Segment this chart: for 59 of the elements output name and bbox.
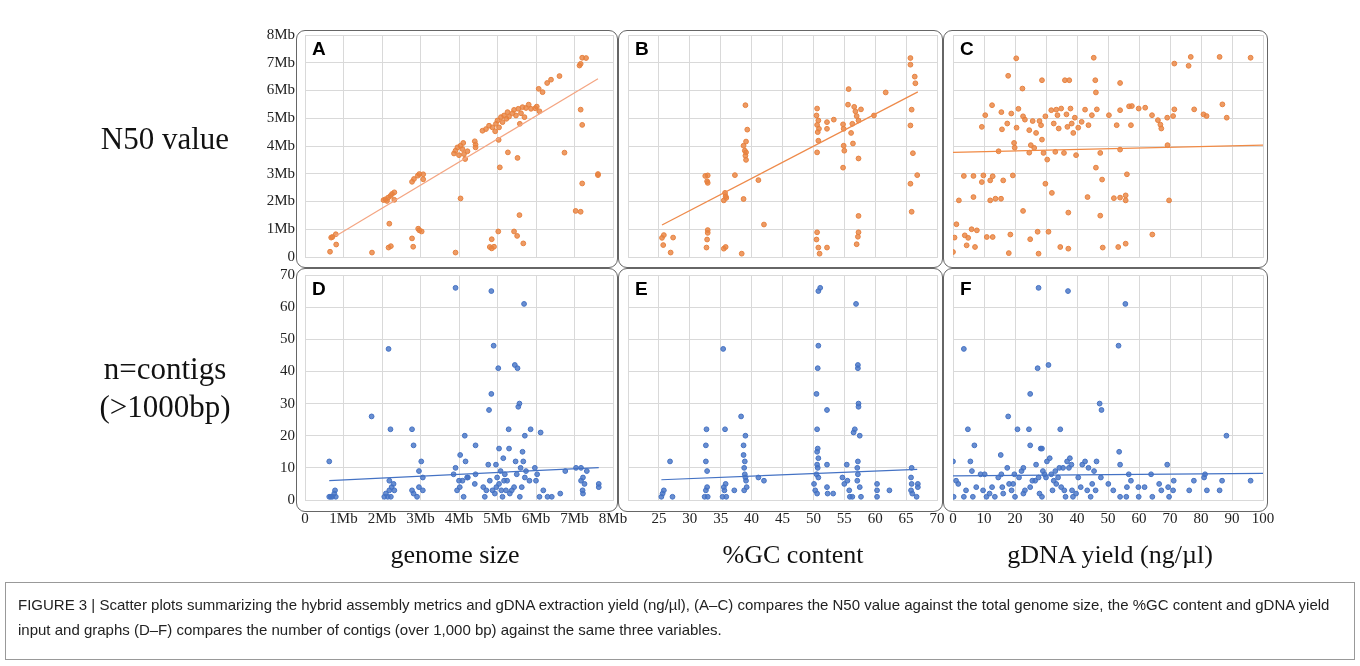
x-tick-label: 7Mb bbox=[560, 509, 589, 526]
y-tick-label: 7Mb bbox=[266, 53, 295, 70]
chart-title: C bbox=[960, 37, 974, 59]
x-tick-label: 30 bbox=[1038, 509, 1054, 526]
y-tick-label: 10 bbox=[280, 458, 295, 475]
y-tick-label: 8Mb bbox=[266, 25, 295, 42]
x-tick-label: 35 bbox=[713, 509, 729, 526]
x-tick-label: 1Mb bbox=[329, 509, 358, 526]
y-tick-label: 0 bbox=[287, 247, 295, 264]
x-tick-label: 5Mb bbox=[483, 509, 512, 526]
x-tick-label: 90 bbox=[1224, 509, 1240, 526]
x-tick-label: 60 bbox=[1131, 509, 1147, 526]
x-tick-label: 20 bbox=[1007, 509, 1023, 526]
x-tick-label: 55 bbox=[836, 509, 852, 526]
y-tick-label: 1Mb bbox=[266, 220, 295, 237]
y-tick-label: 5Mb bbox=[266, 109, 295, 126]
x-axis-title: genome size bbox=[389, 540, 521, 570]
chart-title: F bbox=[960, 277, 972, 299]
x-tick-label: 30 bbox=[682, 509, 698, 526]
y-tick-label: 6Mb bbox=[266, 81, 295, 98]
y-axis-title: n=contigs (>1000bp) bbox=[98, 350, 232, 426]
y-tick-label: 4Mb bbox=[266, 136, 295, 153]
x-tick-label: 50 bbox=[1100, 509, 1116, 526]
chart-title: A bbox=[312, 37, 326, 59]
x-tick-label: 40 bbox=[744, 509, 760, 526]
x-tick-label: 70 bbox=[1162, 509, 1178, 526]
x-tick-label: 8Mb bbox=[598, 509, 628, 526]
x-axis-title: gDNA yield (ng/µl) bbox=[1006, 540, 1214, 570]
x-tick-label: 70 bbox=[929, 509, 945, 526]
y-tick-label: 60 bbox=[280, 298, 295, 315]
y-tick-label: 40 bbox=[280, 362, 295, 379]
x-tick-label: 45 bbox=[775, 509, 790, 526]
x-tick-label: 50 bbox=[805, 509, 821, 526]
x-tick-label: 4Mb bbox=[444, 509, 474, 526]
y-tick-label: 50 bbox=[280, 330, 295, 347]
x-tick-label: 0 bbox=[301, 509, 309, 526]
x-tick-label: 10 bbox=[976, 509, 992, 526]
x-tick-label: 0 bbox=[949, 509, 957, 526]
x-tick-label: 80 bbox=[1193, 509, 1209, 526]
chart-title: E bbox=[635, 277, 648, 299]
caption: FIGURE 3 | Scatter plots summarizing the hybrid assembly metrics and gDNA extraction yield (ng/µl), (A–C) compares the N50 value against the total genome size, the %GC content and gDNA yield input and graphs (D–F) compares the number of contigs (over 1,000 bp) against the same three variables. bbox=[5, 582, 1355, 660]
x-tick-label: 25 bbox=[651, 509, 667, 526]
y-tick-label: 2Mb bbox=[266, 192, 295, 209]
x-tick-label: 2Mb bbox=[367, 509, 397, 526]
y-tick-label: 30 bbox=[280, 394, 295, 411]
y-tick-label: 20 bbox=[280, 426, 295, 443]
y-tick-label: 0 bbox=[287, 490, 295, 507]
chart-title: B bbox=[635, 37, 649, 59]
x-axis-title: %GC content bbox=[721, 540, 865, 570]
x-tick-label: 6Mb bbox=[521, 509, 551, 526]
y-axis-title: N50 value bbox=[100, 121, 230, 156]
y-tick-label: 3Mb bbox=[266, 164, 295, 181]
x-tick-label: 100 bbox=[1251, 509, 1275, 526]
chart-title: D bbox=[312, 277, 326, 299]
y-tick-label: 70 bbox=[280, 265, 295, 282]
x-tick-label: 60 bbox=[867, 509, 883, 526]
x-tick-label: 40 bbox=[1069, 509, 1085, 526]
x-tick-label: 65 bbox=[898, 509, 914, 526]
x-tick-label: 3Mb bbox=[406, 509, 435, 526]
